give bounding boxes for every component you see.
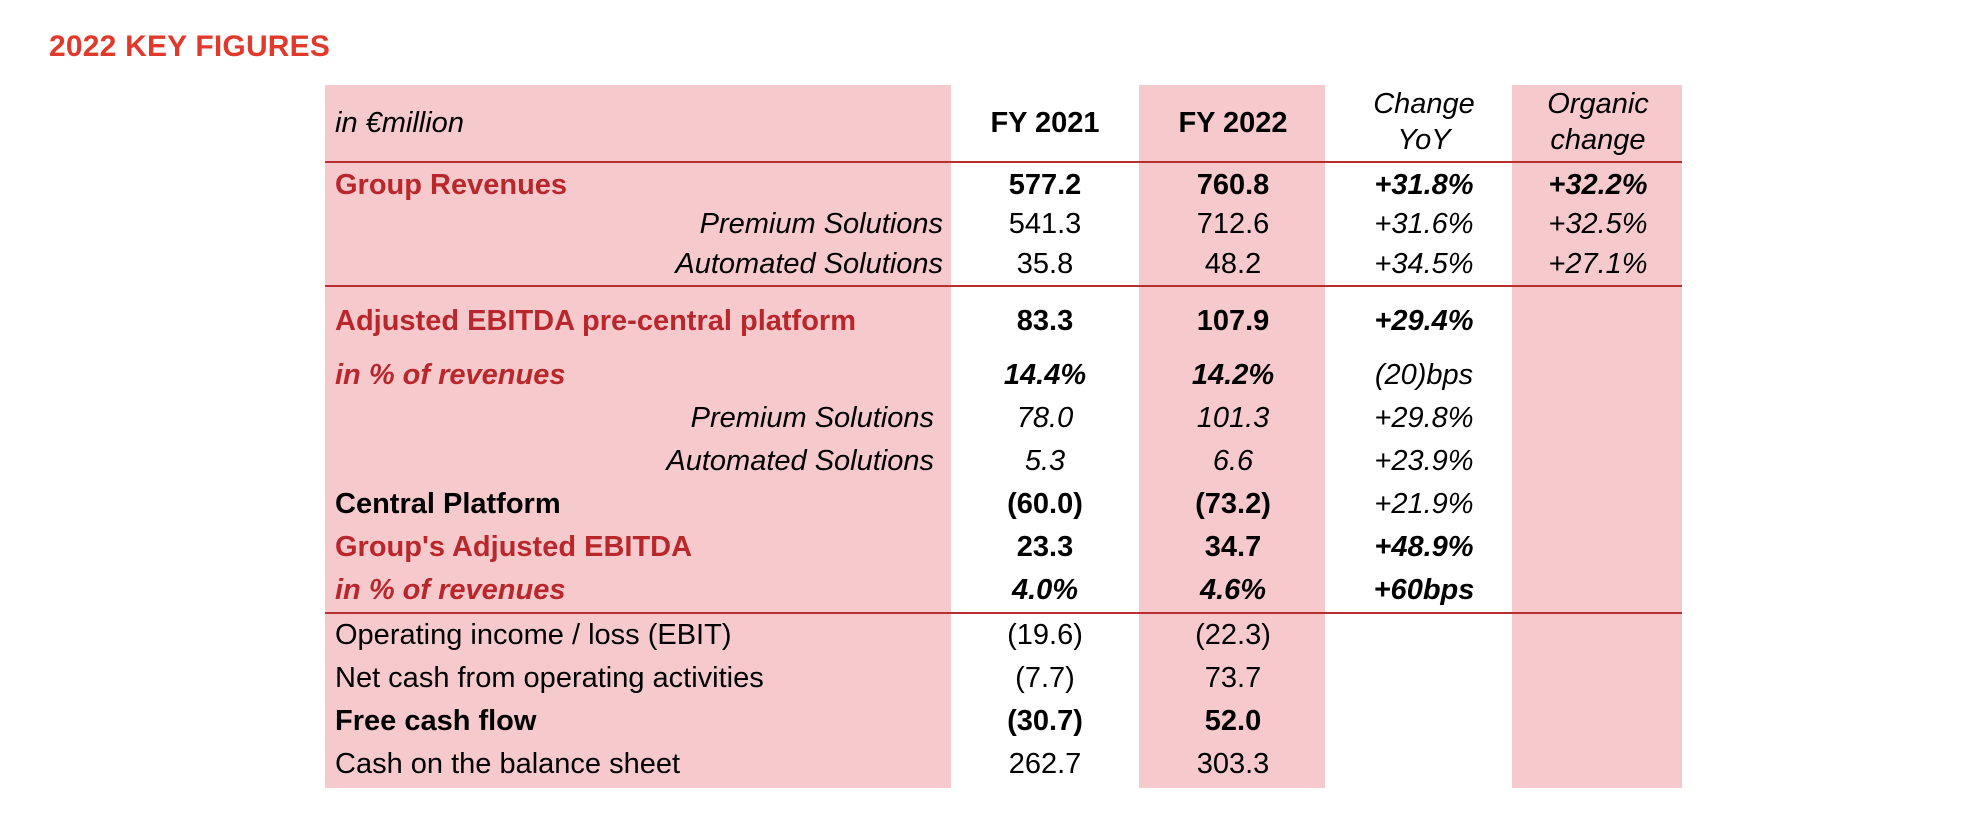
- header-organic-change: Organic change: [1547, 86, 1649, 158]
- row-organic: +27.1%: [1548, 248, 1648, 280]
- header-change-line1: Change: [1373, 88, 1475, 120]
- header-fy2021: FY 2021: [990, 107, 1100, 139]
- header-change-yoy: Change YoY: [1373, 86, 1475, 158]
- fy2022-column-shading: [1139, 85, 1325, 788]
- row-change: +29.4%: [1374, 305, 1474, 337]
- row-fy2021: 14.4%: [1003, 359, 1087, 391]
- row-fy2021: 78.0: [1016, 402, 1074, 434]
- row-fy2021: 262.7: [1008, 748, 1082, 780]
- ebitda-rule: [325, 612, 1682, 614]
- header-rule: [325, 161, 1682, 163]
- row-fy2021: 83.3: [1016, 305, 1074, 337]
- row-label: Premium Solutions: [690, 402, 934, 434]
- header-change-line2: YoY: [1397, 124, 1451, 156]
- row-label: in % of revenues: [335, 574, 566, 606]
- row-fy2022: 52.0: [1204, 705, 1262, 737]
- row-label: Premium Solutions: [699, 208, 943, 240]
- row-label: Net cash from operating activities: [335, 662, 764, 694]
- row-change: +60bps: [1373, 574, 1475, 606]
- row-fy2021: (19.6): [1007, 619, 1083, 651]
- row-fy2021: (7.7): [1015, 662, 1075, 694]
- row-fy2022: 303.3: [1196, 748, 1270, 780]
- row-change: +48.9%: [1374, 531, 1474, 563]
- row-fy2021: 577.2: [1008, 169, 1082, 201]
- row-fy2022: 6.6: [1212, 445, 1254, 477]
- row-change: +31.6%: [1374, 208, 1474, 240]
- row-fy2021: (60.0): [1007, 488, 1083, 520]
- row-fy2022: 34.7: [1204, 531, 1262, 563]
- row-fy2022: 14.2%: [1191, 359, 1275, 391]
- row-fy2022: (73.2): [1195, 488, 1271, 520]
- header-organic-line2: change: [1550, 124, 1646, 156]
- row-fy2022: 760.8: [1196, 169, 1270, 201]
- row-change: +31.8%: [1374, 169, 1474, 201]
- row-fy2021: (30.7): [1007, 705, 1083, 737]
- row-fy2021: 35.8: [1016, 248, 1074, 280]
- row-label: Automated Solutions: [675, 248, 943, 280]
- row-label: Group's Adjusted EBITDA: [335, 531, 693, 563]
- organic-column-shading: [1512, 85, 1682, 788]
- label-column-shading: [325, 85, 951, 788]
- row-label: Adjusted EBITDA pre-central platform: [335, 305, 856, 337]
- revenues-rule: [325, 285, 1682, 287]
- row-label: Automated Solutions: [666, 445, 934, 477]
- row-fy2022: 101.3: [1196, 402, 1270, 434]
- row-change: (20)bps: [1374, 359, 1474, 391]
- row-label: Cash on the balance sheet: [335, 748, 681, 780]
- row-fy2022: 4.6%: [1199, 574, 1267, 606]
- row-fy2022: 73.7: [1204, 662, 1262, 694]
- row-change: +21.9%: [1374, 488, 1474, 520]
- row-fy2022: 107.9: [1196, 305, 1270, 337]
- row-organic: +32.5%: [1548, 208, 1648, 240]
- row-fy2021: 541.3: [1008, 208, 1082, 240]
- header-unit: in €million: [335, 107, 464, 139]
- row-fy2022: (22.3): [1195, 619, 1271, 651]
- row-fy2022: 712.6: [1196, 208, 1270, 240]
- row-fy2021: 5.3: [1024, 445, 1066, 477]
- row-fy2021: 23.3: [1016, 531, 1074, 563]
- row-change: +23.9%: [1374, 445, 1474, 477]
- row-label: Operating income / loss (EBIT): [335, 619, 732, 651]
- row-fy2021: 4.0%: [1011, 574, 1079, 606]
- row-change: +29.8%: [1374, 402, 1474, 434]
- row-label: Central Platform: [335, 488, 561, 520]
- row-label: Group Revenues: [335, 169, 568, 201]
- row-organic: +32.2%: [1548, 169, 1648, 201]
- header-organic-line1: Organic: [1547, 88, 1649, 120]
- row-label: in % of revenues: [335, 359, 566, 391]
- row-fy2022: 48.2: [1204, 248, 1262, 280]
- row-label: Free cash flow: [335, 705, 537, 737]
- page-title: 2022 KEY FIGURES: [49, 30, 331, 63]
- row-change: +34.5%: [1374, 248, 1474, 280]
- header-fy2022: FY 2022: [1178, 107, 1288, 139]
